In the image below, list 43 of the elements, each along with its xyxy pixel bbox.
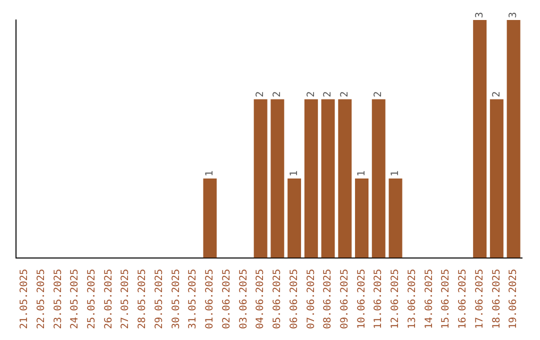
x-tick-label: 16.06.2025	[458, 268, 469, 330]
x-tick-label: 22.05.2025	[36, 268, 47, 330]
data-label: 1	[390, 170, 402, 177]
x-tick-label: 04.06.2025	[255, 268, 266, 330]
x-tick-label: 27.05.2025	[120, 268, 132, 330]
x-tick-label: 24.05.2025	[70, 268, 81, 330]
x-tick-label: 17.06.2025	[474, 268, 486, 330]
x-tick-label: 10.06.2025	[356, 268, 368, 330]
x-tick-label: 08.06.2025	[322, 268, 334, 330]
x-tick-label: 01.06.2025	[204, 268, 216, 330]
x-tick-label: 14.06.2025	[424, 268, 435, 330]
data-label: 3	[508, 12, 520, 18]
data-label: 2	[491, 91, 502, 98]
data-label: 2	[272, 91, 284, 98]
data-label: 2	[339, 91, 350, 98]
data-label: 3	[474, 12, 486, 18]
x-tick-label: 03.06.2025	[238, 268, 250, 330]
data-label: 1	[204, 170, 216, 177]
x-tick-label: 02.06.2025	[221, 268, 232, 330]
x-tick-label: 30.05.2025	[170, 268, 182, 330]
x-tick-label: 31.05.2025	[188, 268, 199, 330]
data-label: 2	[322, 91, 334, 98]
x-tick-label: 18.06.2025	[491, 268, 502, 330]
x-tick-label: 12.06.2025	[390, 268, 402, 330]
data-label: 2	[255, 91, 266, 98]
x-tick-label: 29.05.2025	[154, 268, 165, 330]
x-tick-label: 13.06.2025	[406, 268, 418, 330]
data-label: 2	[373, 91, 384, 98]
x-tick-label: 06.06.2025	[288, 268, 300, 330]
x-tick-label: 11.06.2025	[373, 268, 384, 330]
x-tick-label: 09.06.2025	[339, 268, 350, 330]
data-label: 1	[356, 170, 368, 177]
x-tick-label: 23.05.2025	[52, 268, 64, 330]
x-tick-label: 15.06.2025	[440, 268, 452, 330]
x-tick-label: 19.06.2025	[508, 268, 520, 330]
x-tick-label: 07.06.2025	[306, 268, 317, 330]
x-tick-label: 25.05.2025	[86, 268, 98, 330]
data-label: 2	[306, 91, 317, 98]
data-label: 1	[288, 170, 300, 177]
x-tick-label: 05.06.2025	[272, 268, 284, 330]
x-tick-label: 21.05.2025	[19, 268, 30, 330]
x-tick-label: 26.05.2025	[103, 268, 114, 330]
x-tick-label: 28.05.2025	[137, 268, 148, 330]
